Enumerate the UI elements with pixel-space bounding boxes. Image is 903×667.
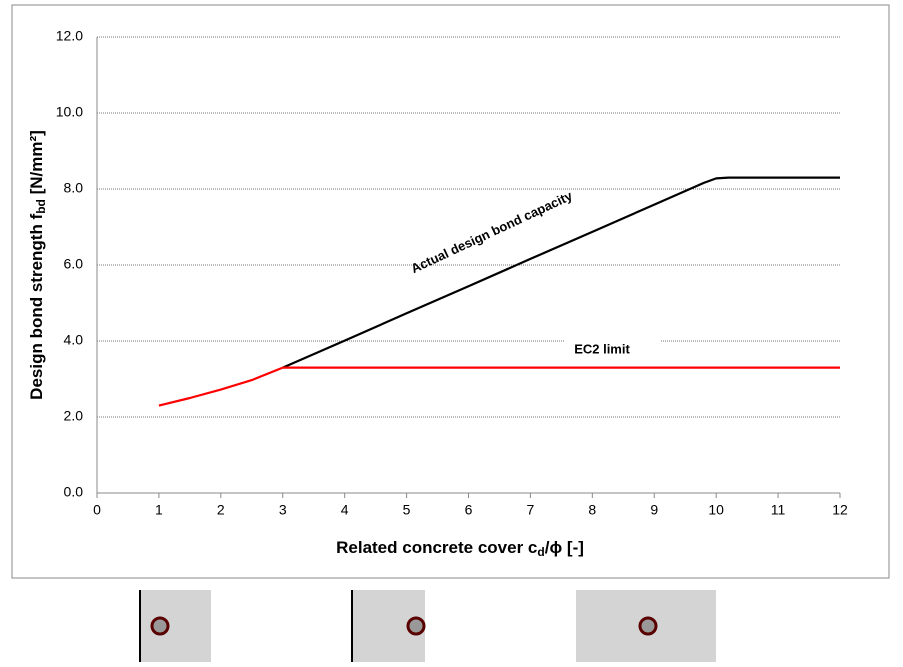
y-tick-label: 4.0	[64, 332, 84, 348]
x-axis-label: Related concrete cover cd/ϕ [-]	[336, 538, 584, 559]
rebar	[150, 616, 170, 636]
x-tick-label: 0	[93, 502, 101, 518]
line-series	[282, 176, 840, 369]
y-tick-label: 12.0	[56, 28, 83, 44]
x-tick-label: 7	[527, 502, 535, 518]
y-tick-label: 8.0	[64, 180, 84, 196]
x-tick-label: 11	[771, 502, 786, 518]
x-tick-label: 6	[465, 502, 473, 518]
y-tick-label: 10.0	[56, 104, 83, 120]
y-axis-label: Design bond strength fbd [N/mm²]	[27, 130, 48, 400]
x-tick-label: 10	[708, 502, 724, 518]
rebar	[406, 616, 426, 636]
annotation: EC2 limit	[574, 341, 630, 356]
x-tick-label: 3	[279, 502, 287, 518]
y-label-text: Design bond strength f	[27, 213, 46, 399]
x-tick-label: 2	[217, 502, 225, 518]
x-label-sub: d	[537, 545, 544, 559]
y-tick-label: 6.0	[64, 256, 84, 272]
x-tick-label: 4	[341, 502, 349, 518]
x-tick-label: 8	[588, 502, 596, 518]
y-tick-label: 0.0	[64, 484, 84, 500]
x-label-text: Related concrete cover c	[336, 538, 537, 557]
y-label-suffix: [N/mm²]	[27, 130, 46, 199]
y-tick-label: 2.0	[64, 408, 84, 424]
x-tick-label: 12	[832, 502, 848, 518]
x-tick-label: 5	[403, 502, 411, 518]
x-tick-label: 9	[650, 502, 658, 518]
specimen-images	[139, 590, 716, 662]
chart-frame	[11, 4, 890, 579]
y-label-sub: bd	[34, 199, 48, 214]
rebar	[638, 616, 658, 636]
x-label-suffix: /ϕ [-]	[545, 538, 584, 557]
annotation-bg	[565, 340, 660, 360]
x-tick-label: 1	[155, 502, 163, 518]
line-series	[158, 366, 840, 407]
